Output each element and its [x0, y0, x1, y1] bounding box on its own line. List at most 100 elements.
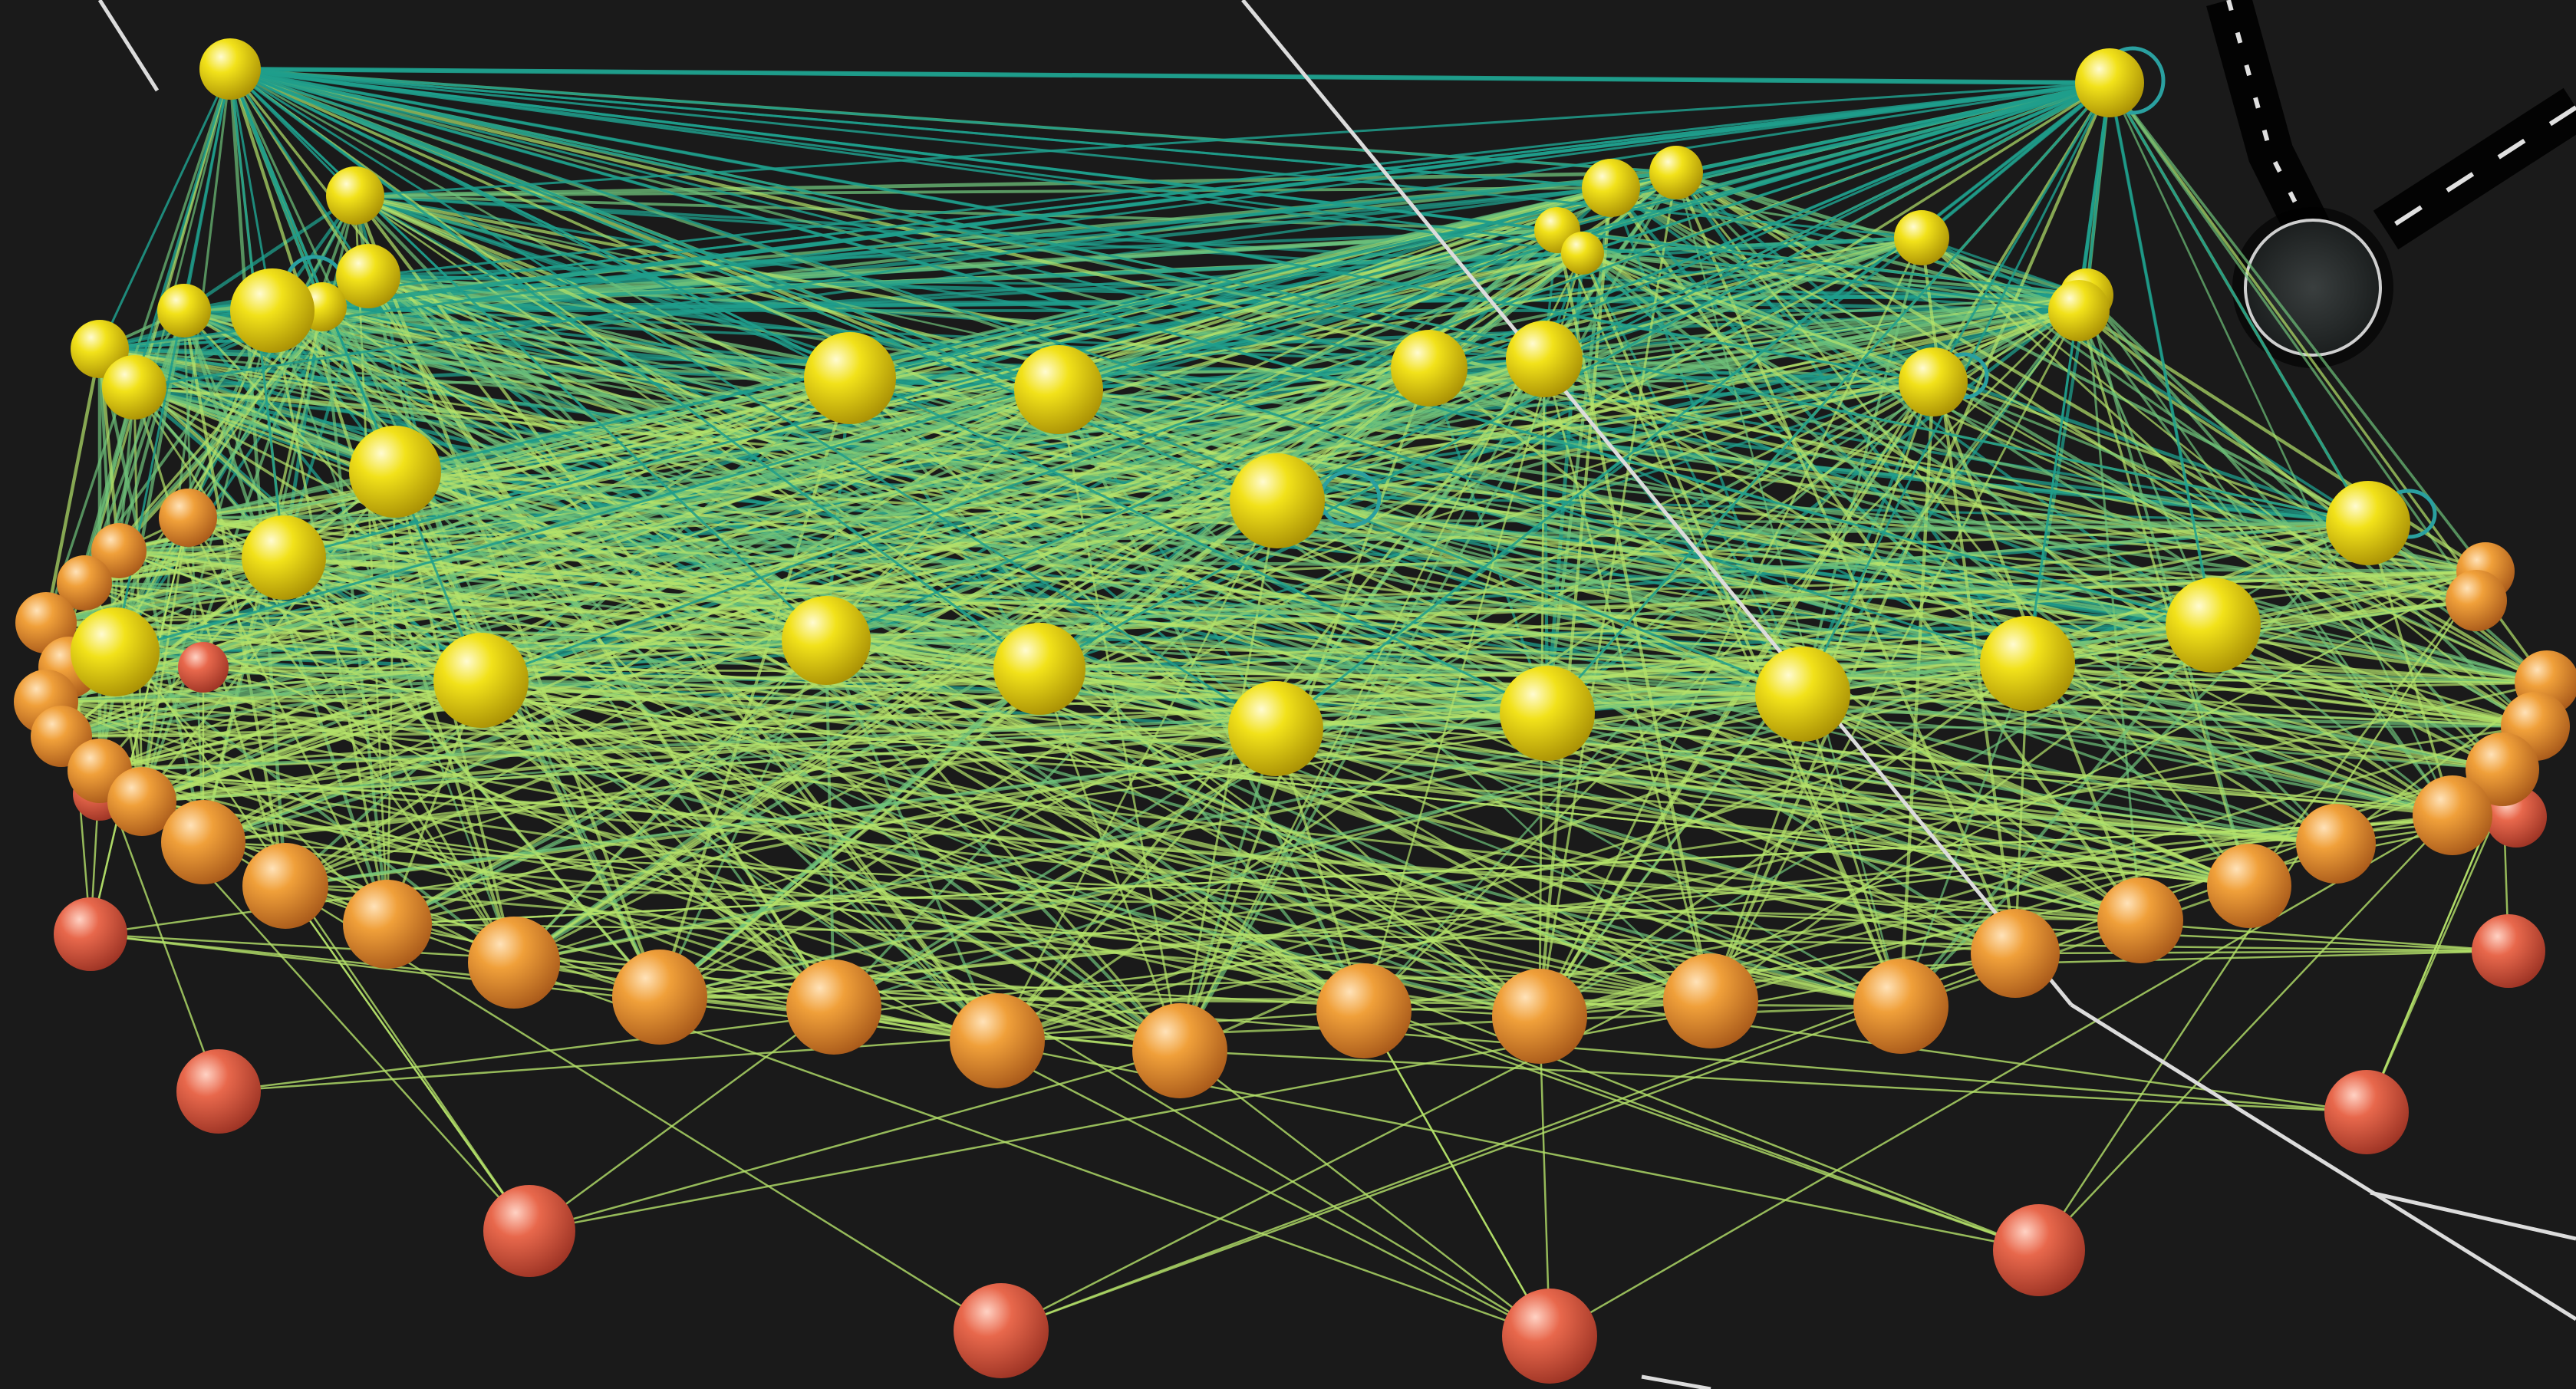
graph-node-yellow [804, 332, 896, 424]
graph-edge [825, 639, 1711, 1002]
graph-edge [825, 639, 1365, 1012]
graph-edge [2027, 662, 2536, 728]
graph-edge [229, 67, 2141, 922]
graph-edge [1275, 725, 2536, 730]
graph-node-yellow [2075, 48, 2144, 117]
graph-edge [283, 81, 2110, 559]
graph-node-orange [57, 555, 112, 611]
graph-edge [1675, 171, 2369, 525]
graph-edge [141, 800, 2367, 1114]
graph-edge [321, 81, 2110, 308]
graph-edge [2014, 950, 2509, 955]
graph-edge [2026, 662, 2251, 887]
graph-node-orange [2097, 877, 2183, 963]
graph-node-orange [242, 843, 328, 929]
graph-edge [203, 666, 2250, 887]
graph-edge [996, 681, 2548, 1042]
graph-edge [354, 81, 2110, 197]
graph-edge [1556, 229, 2477, 602]
graph-edge [45, 621, 1902, 1008]
graph-edge [118, 549, 1804, 696]
graph-edge [140, 517, 189, 802]
graph-node-yellow [993, 623, 1085, 715]
graph-node-yellow [1649, 146, 1703, 199]
graph-edge [203, 841, 1711, 1002]
graph-edge [228, 68, 288, 887]
graph-edge [187, 516, 1276, 730]
graph-edge [849, 81, 2110, 380]
graph-edge [229, 68, 370, 277]
graph-edge [2248, 571, 2487, 887]
graph-edge [84, 581, 2214, 627]
graph-edge [229, 67, 2369, 525]
graph-edge [84, 294, 2087, 584]
graph-edge [285, 884, 1711, 1002]
graph-edge [2212, 624, 2536, 728]
graph-edge [1000, 570, 2486, 1332]
graph-edge [659, 725, 2536, 999]
graph-edge [2026, 82, 2111, 664]
graph-edge [1538, 1015, 1551, 1337]
graph-node-orange [91, 523, 147, 578]
graph-node-orange [2296, 804, 2376, 884]
graph-node-yellow [1561, 232, 1604, 275]
graph-node-orange [1971, 909, 2060, 998]
graph-edge [99, 769, 1711, 1002]
graph-node-red [1993, 1204, 2085, 1296]
graph-edge [1710, 768, 2503, 1002]
graph-edge [1362, 1010, 1551, 1337]
graph-edge [187, 516, 1804, 696]
graph-node-orange [2413, 775, 2492, 855]
graph-node-yellow [1755, 647, 1850, 742]
graph-edge [45, 700, 1181, 1052]
graph-edge [285, 229, 1558, 887]
graph-edge [187, 499, 1278, 519]
graph-edge [114, 650, 1181, 1053]
graph-edge [1276, 499, 2536, 729]
graph-edge [61, 308, 2080, 739]
graph-edge [229, 67, 828, 642]
graph-node-yellow [71, 607, 160, 696]
graph-edge [833, 693, 1804, 1009]
graph-edge [2085, 82, 2111, 296]
graph-edge [114, 650, 516, 964]
graph-edge [386, 252, 1584, 926]
graph-node-yellow [1230, 453, 1325, 548]
graph-edge [187, 388, 1059, 519]
graph-node-orange [1132, 1003, 1227, 1098]
graph-node-orange [343, 880, 432, 969]
graph-edge [45, 252, 1583, 703]
graph-edge [659, 815, 2517, 999]
graph-edge [118, 549, 1902, 1008]
graph-edge [89, 517, 189, 935]
graph-edge [512, 229, 1559, 964]
graph-edge [186, 517, 516, 963]
graph-edge [1921, 236, 2548, 684]
graph-edge [1546, 294, 2088, 715]
graph-edge [284, 377, 852, 887]
graph-edge [187, 294, 2087, 519]
graph-nodes [14, 38, 2576, 1384]
graph-edge [284, 885, 531, 1232]
graph-node-yellow [1228, 681, 1323, 776]
graph-edge [367, 81, 2110, 278]
graph-edge [229, 67, 2028, 665]
graph-edge [83, 68, 232, 584]
graph-node-yellow [2048, 280, 2110, 341]
graph-edge [285, 884, 2141, 922]
dashed-path-decoration [2206, 0, 2576, 250]
graph-node-yellow [326, 166, 384, 225]
graph-edge [99, 624, 2214, 772]
graph-edge [45, 700, 2141, 922]
graph-edge [2108, 82, 2215, 626]
graph-edge [84, 581, 1902, 1008]
graph-node-yellow [782, 596, 871, 685]
graph-edge [1275, 81, 2110, 730]
graph-edges [44, 67, 2548, 1338]
graph-edge [1549, 814, 2453, 1338]
graph-edge [1275, 599, 2477, 730]
graph-edge [45, 667, 1040, 704]
graph-edge [1582, 235, 1922, 255]
graph-edge [2027, 662, 2503, 771]
